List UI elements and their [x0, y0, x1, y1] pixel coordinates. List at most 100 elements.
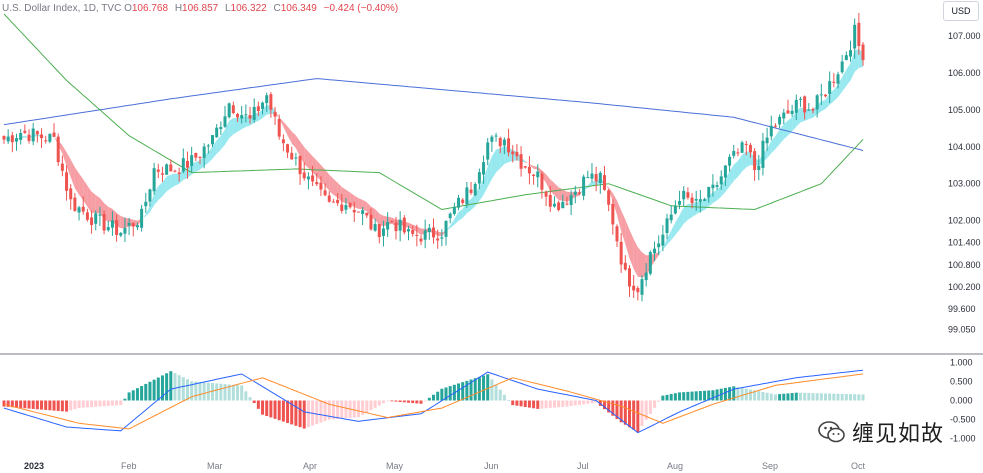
macd-histogram-bar: [661, 395, 665, 401]
macd-histogram-bar: [127, 392, 131, 401]
macd-histogram-bar: [711, 390, 715, 401]
candle: [194, 152, 198, 158]
macd-histogram-bar: [807, 393, 811, 401]
ribbon-segment: [74, 167, 80, 195]
macd-histogram-bar: [436, 391, 440, 401]
candle: [723, 165, 727, 178]
macd-histogram-bar: [515, 400, 519, 406]
currency-button[interactable]: USD: [943, 1, 979, 21]
ribbon-segment: [587, 181, 592, 188]
candle: [390, 220, 394, 222]
ribbon-segment: [362, 199, 367, 212]
macd-histogram-bar: [40, 400, 44, 410]
ribbon-segment: [842, 69, 847, 92]
candle: [211, 135, 214, 145]
macd-histogram-bar: [190, 381, 194, 401]
candle: [227, 103, 231, 118]
price-tick-label: 104.000: [948, 142, 981, 152]
macd-histogram-bar: [732, 386, 736, 401]
macd-histogram-bar: [465, 380, 469, 401]
macd-histogram-bar: [673, 393, 677, 401]
candle: [381, 228, 385, 236]
candle: [302, 172, 306, 179]
macd-histogram-bar: [323, 400, 327, 422]
candle: [156, 169, 160, 172]
time-tick-label: Feb: [121, 461, 137, 471]
close-label: C: [273, 3, 281, 14]
ribbon-segment: [358, 198, 363, 210]
open-label: O: [124, 3, 132, 14]
macd-histogram-bar: [748, 389, 752, 401]
candle: [519, 154, 523, 169]
candle: [523, 166, 527, 168]
candle: [773, 125, 777, 127]
ribbon-segment: [166, 174, 171, 192]
macd-histogram-bar: [536, 400, 540, 409]
macd-histogram-bar: [352, 400, 356, 418]
candle: [306, 176, 310, 180]
candle: [98, 214, 102, 216]
candle: [502, 139, 506, 146]
candle: [444, 220, 448, 237]
candle: [419, 238, 423, 242]
macd-histogram-bar: [836, 393, 840, 401]
candle: [619, 241, 623, 265]
ribbon-segment: [179, 168, 184, 184]
candle: [256, 106, 260, 111]
ribbon-segment: [241, 116, 246, 130]
macd-histogram-bar: [498, 389, 502, 401]
ribbon-segment: [767, 140, 772, 159]
open-value: 106.768: [131, 3, 169, 14]
macd-histogram-bar: [569, 400, 573, 406]
macd-histogram-bar: [302, 400, 306, 429]
ribbon-segment: [337, 182, 342, 203]
macd-histogram-bar: [419, 400, 423, 404]
candle: [469, 189, 473, 193]
ribbon-segment: [329, 174, 334, 195]
macd-histogram-bar: [94, 400, 98, 407]
macd-histogram-bar: [669, 394, 673, 401]
candle: [594, 174, 598, 182]
macd-histogram-bar: [144, 383, 148, 401]
signal-line: [3, 373, 864, 430]
candle: [244, 114, 248, 116]
candle: [540, 173, 544, 190]
macd-histogram-bar: [761, 392, 765, 401]
macd-histogram-bar: [227, 384, 231, 401]
time-tick-label: Sep: [762, 461, 778, 471]
candle: [690, 197, 694, 204]
ribbon-segment: [729, 164, 734, 187]
ribbon-segment: [295, 135, 301, 157]
candle: [861, 44, 865, 61]
candle: [694, 199, 698, 201]
macd-histogram-bar: [653, 400, 657, 408]
ribbon-segment: [145, 205, 150, 217]
time-tick-label: May: [386, 461, 404, 471]
ribbon-segment: [108, 206, 113, 222]
candle: [102, 214, 106, 231]
ribbon-segment: [345, 189, 351, 205]
price-tick-label: 100.800: [948, 260, 981, 270]
macd-histogram-bar: [415, 400, 419, 404]
macd-histogram-bar: [256, 400, 260, 409]
candle: [265, 95, 269, 104]
candle: [765, 137, 769, 144]
ribbon-segment: [174, 173, 180, 186]
ribbon-segment: [629, 229, 634, 269]
ribbon-segment: [550, 179, 555, 196]
candle: [615, 226, 619, 242]
candle: [569, 195, 573, 206]
ribbon-segment: [679, 207, 684, 230]
candle: [106, 227, 110, 231]
macd-histogram-bar: [52, 400, 56, 411]
candle: [590, 173, 594, 179]
candle: [352, 209, 356, 213]
candle: [327, 195, 331, 202]
candle: [532, 174, 536, 177]
macd-histogram-bar: [678, 392, 682, 401]
macd-histogram-bar: [169, 371, 173, 401]
ribbon-segment: [70, 159, 75, 189]
candle: [507, 138, 511, 153]
candle: [482, 162, 486, 175]
